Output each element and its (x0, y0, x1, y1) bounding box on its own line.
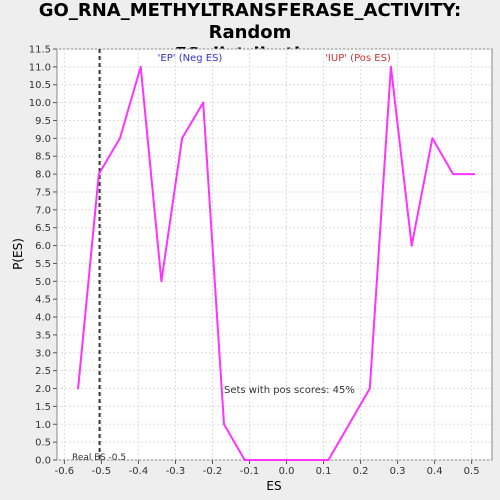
data-point (452, 173, 455, 176)
data-point (202, 101, 205, 104)
x-tick-label: 0.0 (279, 466, 295, 477)
real-es-label: Real ES -0.5 (72, 453, 126, 463)
x-tick-label: -0.1 (240, 466, 260, 477)
y-tick-label: 9.0 (35, 134, 51, 145)
plot-area (56, 48, 493, 461)
y-tick-label: 4.0 (35, 313, 51, 324)
pos-es-label: 'IUP' (Pos ES) (325, 53, 391, 64)
data-point (327, 459, 330, 461)
y-tick-label: 6.5 (35, 223, 51, 234)
y-tick-label: 8.0 (35, 170, 51, 181)
data-point (348, 423, 351, 426)
x-tick-label: -0.6 (55, 466, 75, 477)
data-point (97, 173, 100, 176)
x-tick-label: 0.2 (353, 466, 369, 477)
y-tick-label: 10.0 (29, 98, 51, 109)
x-tick-label: -0.4 (129, 466, 149, 477)
y-tick-label: 0.0 (35, 456, 51, 467)
x-tick-label: -0.2 (203, 466, 223, 477)
x-tick-label: -0.5 (92, 466, 112, 477)
y-tick-label: 2.5 (35, 366, 51, 377)
data-point (77, 387, 80, 390)
y-tick-label: 0.5 (35, 438, 51, 449)
y-tick-label: 5.0 (35, 277, 51, 288)
y-tick-label: 11.5 (29, 45, 51, 56)
y-tick-label: 2.0 (35, 384, 51, 395)
data-point (243, 459, 246, 461)
neg-es-label: 'EP' (Neg ES) (158, 53, 223, 64)
y-tick-label: 3.0 (35, 348, 51, 359)
y-tick-label: 6.0 (35, 241, 51, 252)
chart-title-line1: GO_RNA_METHYLTRANSFERASE_ACTIVITY: Rando… (38, 0, 462, 43)
data-point (222, 423, 225, 426)
pos-scores-label: Sets with pos scores: 45% (224, 385, 355, 396)
axes: 0.0 0.5 1.0 1.5 2.0 2.5 3.0 3.5 4.0 4.5 5.0 5.5 6.0 6… (29, 45, 480, 478)
series-line (77, 65, 475, 461)
data-point (473, 173, 476, 176)
x-tick-label: -0.3 (166, 466, 186, 477)
y-tick-label: 9.5 (35, 116, 51, 127)
y-tick-label: 8.5 (35, 152, 51, 163)
data-point (306, 459, 309, 461)
y-tick-label: 1.0 (35, 420, 51, 431)
y-tick-label: 3.5 (35, 330, 51, 341)
data-point (118, 137, 121, 140)
grid (57, 48, 492, 461)
y-tick-label: 5.5 (35, 259, 51, 270)
x-tick-label: 0.1 (316, 466, 332, 477)
y-axis-label: P(ES) (11, 238, 25, 270)
x-tick-label: 0.3 (390, 466, 406, 477)
data-point (160, 280, 163, 283)
y-tick-label: 4.5 (35, 295, 51, 306)
data-point (181, 137, 184, 140)
series-layer (77, 49, 476, 461)
x-tick-label: 0.5 (464, 466, 480, 477)
data-point (410, 244, 413, 247)
x-tick-label: 0.4 (427, 466, 443, 477)
y-tick-label: 7.0 (35, 205, 51, 216)
data-point (431, 137, 434, 140)
y-tick-label: 7.5 (35, 187, 51, 198)
y-tick-label: 10.5 (29, 80, 51, 91)
y-tick-label: 11.0 (29, 62, 51, 73)
data-point (264, 459, 267, 461)
data-point (368, 387, 371, 390)
data-point (285, 459, 288, 461)
x-axis-label: ES (266, 479, 281, 493)
data-point (389, 65, 392, 68)
y-tick-label: 1.5 (35, 402, 51, 413)
data-point (139, 65, 142, 68)
